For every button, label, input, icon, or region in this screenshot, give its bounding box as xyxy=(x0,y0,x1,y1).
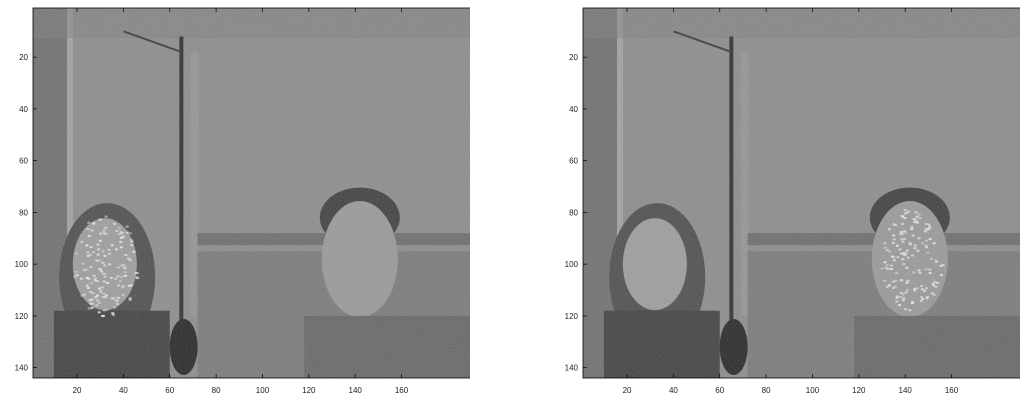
image-plot-right: 20 40 60 80 100 120 140 160 20 40 60 80 100 120 140 xyxy=(565,7,1020,395)
axes-frame xyxy=(32,7,470,379)
x-tick-label: 80 xyxy=(212,386,221,395)
y-tick-label: 20 xyxy=(19,53,28,62)
x-tick-label: 60 xyxy=(165,386,174,395)
y-tick-label: 80 xyxy=(19,208,28,217)
y-tick-label: 60 xyxy=(19,157,28,166)
x-tick-label: 20 xyxy=(623,386,632,395)
y-tick-label: 140 xyxy=(15,364,29,373)
x-tick-label: 60 xyxy=(715,386,724,395)
x-tick-label: 120 xyxy=(852,386,866,395)
y-tick-label: 40 xyxy=(19,105,28,114)
x-tick-label: 100 xyxy=(806,386,820,395)
y-tick-label: 80 xyxy=(569,208,578,217)
x-tick-label: 40 xyxy=(119,386,128,395)
x-tick-label: 160 xyxy=(395,386,409,395)
axes-frame xyxy=(582,7,1020,379)
y-tick-label: 140 xyxy=(565,364,579,373)
film-grain xyxy=(583,8,1020,378)
image-panel-left: 20 40 60 80 100 120 140 160 20 40 60 80 100 120 140 xyxy=(0,0,470,405)
x-tick-label: 160 xyxy=(945,386,959,395)
y-tick-label: 60 xyxy=(569,157,578,166)
y-tick-label: 20 xyxy=(569,53,578,62)
y-tick-label: 100 xyxy=(565,260,579,269)
x-tick-label: 120 xyxy=(302,386,316,395)
y-tick-label: 100 xyxy=(15,260,29,269)
y-tick-label: 120 xyxy=(565,312,579,321)
x-tick-label: 140 xyxy=(349,386,363,395)
film-grain xyxy=(33,8,470,378)
image-content xyxy=(583,8,1020,378)
x-tick-label: 40 xyxy=(669,386,678,395)
image-plot-left: 20 40 60 80 100 120 140 160 20 40 60 80 100 120 140 xyxy=(15,7,470,395)
y-tick-label: 120 xyxy=(15,312,29,321)
x-tick-label: 100 xyxy=(256,386,270,395)
x-tick-label: 80 xyxy=(762,386,771,395)
image-panel-right: 20 40 60 80 100 120 140 160 20 40 60 80 100 120 140 xyxy=(550,0,1020,405)
image-content xyxy=(33,8,470,378)
x-tick-label: 140 xyxy=(899,386,913,395)
y-tick-label: 40 xyxy=(569,105,578,114)
x-tick-label: 20 xyxy=(73,386,82,395)
